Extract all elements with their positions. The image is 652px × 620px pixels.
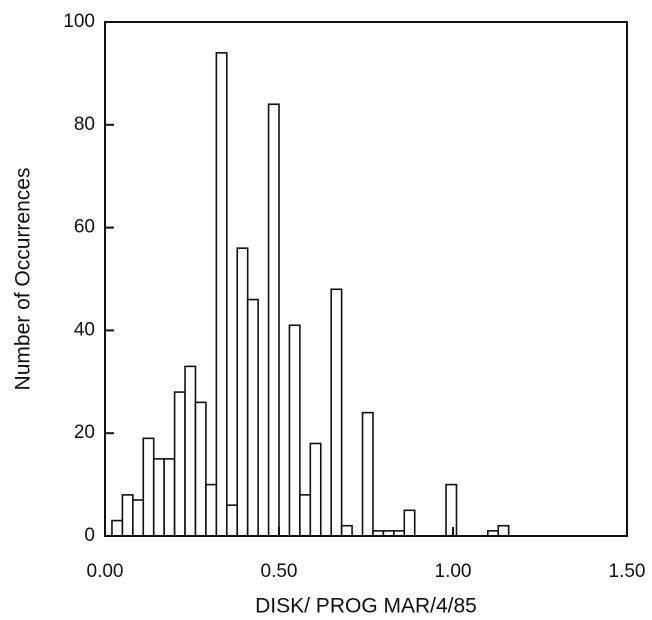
bar	[445, 483, 458, 537]
bar	[361, 411, 374, 537]
bar	[132, 499, 145, 537]
bar	[497, 524, 510, 537]
y-tick-label: 60	[74, 217, 95, 238]
bar	[288, 324, 301, 537]
bar	[309, 442, 322, 537]
bar	[142, 437, 155, 537]
bar	[246, 298, 259, 537]
x-tick-label: 0.00	[87, 561, 124, 582]
bar	[121, 494, 134, 537]
bar	[299, 494, 312, 537]
bar	[184, 365, 197, 537]
y-tick-label: 100	[63, 11, 95, 32]
y-tick-label: 20	[74, 422, 95, 443]
plot-frame	[104, 21, 628, 537]
bar	[173, 391, 186, 537]
bar	[205, 483, 218, 537]
bar	[163, 458, 176, 537]
bar	[226, 504, 239, 537]
bar	[236, 247, 249, 537]
bar	[194, 401, 207, 537]
x-axis-label: DISK/ PROG MAR/4/85	[255, 595, 477, 618]
bar	[403, 509, 416, 537]
bar	[330, 288, 343, 537]
y-axis-label: Number of Occurrences	[12, 168, 35, 391]
y-tick-label: 80	[74, 114, 95, 135]
bar	[111, 519, 124, 537]
x-tick-label: 0.50	[261, 561, 298, 582]
x-tick-label: 1.50	[609, 561, 646, 582]
y-tick-label: 40	[74, 319, 95, 340]
bar	[340, 524, 353, 537]
y-tick-label: 0	[84, 525, 95, 546]
bar	[267, 103, 280, 537]
x-tick-label: 1.00	[435, 561, 472, 582]
bar	[152, 458, 165, 537]
bar	[215, 52, 228, 537]
